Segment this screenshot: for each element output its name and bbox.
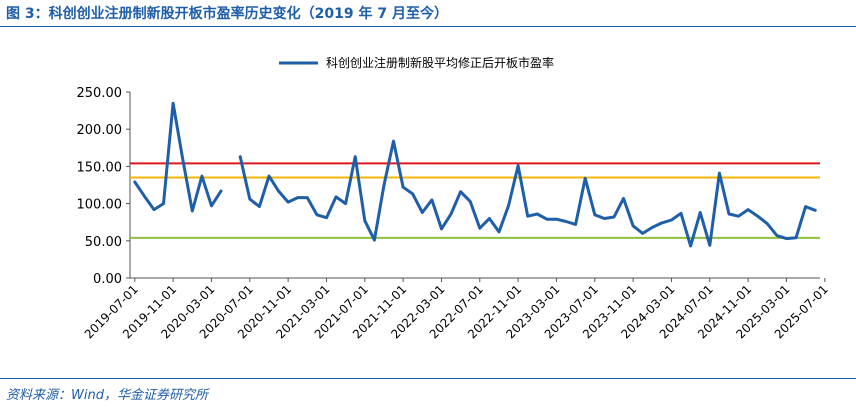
series-lines [133,101,817,248]
footer-divider [0,378,856,379]
figure-title: 图 3：科创创业注册制新股开板市盈率历史变化（2019 年 7 月至今） [6,6,448,22]
title-divider [0,26,856,27]
y-tick-label: 100.00 [77,198,123,213]
y-tick-label: 150.00 [77,160,123,175]
y-tick-label: 250.00 [77,86,123,101]
chart-legend: 科创创业注册制新股平均修正后开板市盈率 [279,55,554,70]
y-tick-label: 200.00 [77,123,123,138]
chart-axes [126,91,826,282]
x-tick-labels: 2019-07-012019-11-012020-03-012020-07-01… [82,282,831,341]
series-line [238,139,817,248]
legend-label: 科创创业注册制新股平均修正后开板市盈率 [326,55,554,70]
y-tick-labels: 0.00 50.00 100.00 150.00 200.00 250.00 [77,86,123,287]
line-chart: 科创创业注册制新股平均修正后开板市盈率 2019-07-012019-11-01… [77,55,831,341]
y-tick-label: 0.00 [93,272,122,287]
series-line [133,101,223,213]
y-tick-label: 50.00 [85,235,122,250]
source-note: 资料来源：Wind，华金证券研究所 [6,388,208,403]
